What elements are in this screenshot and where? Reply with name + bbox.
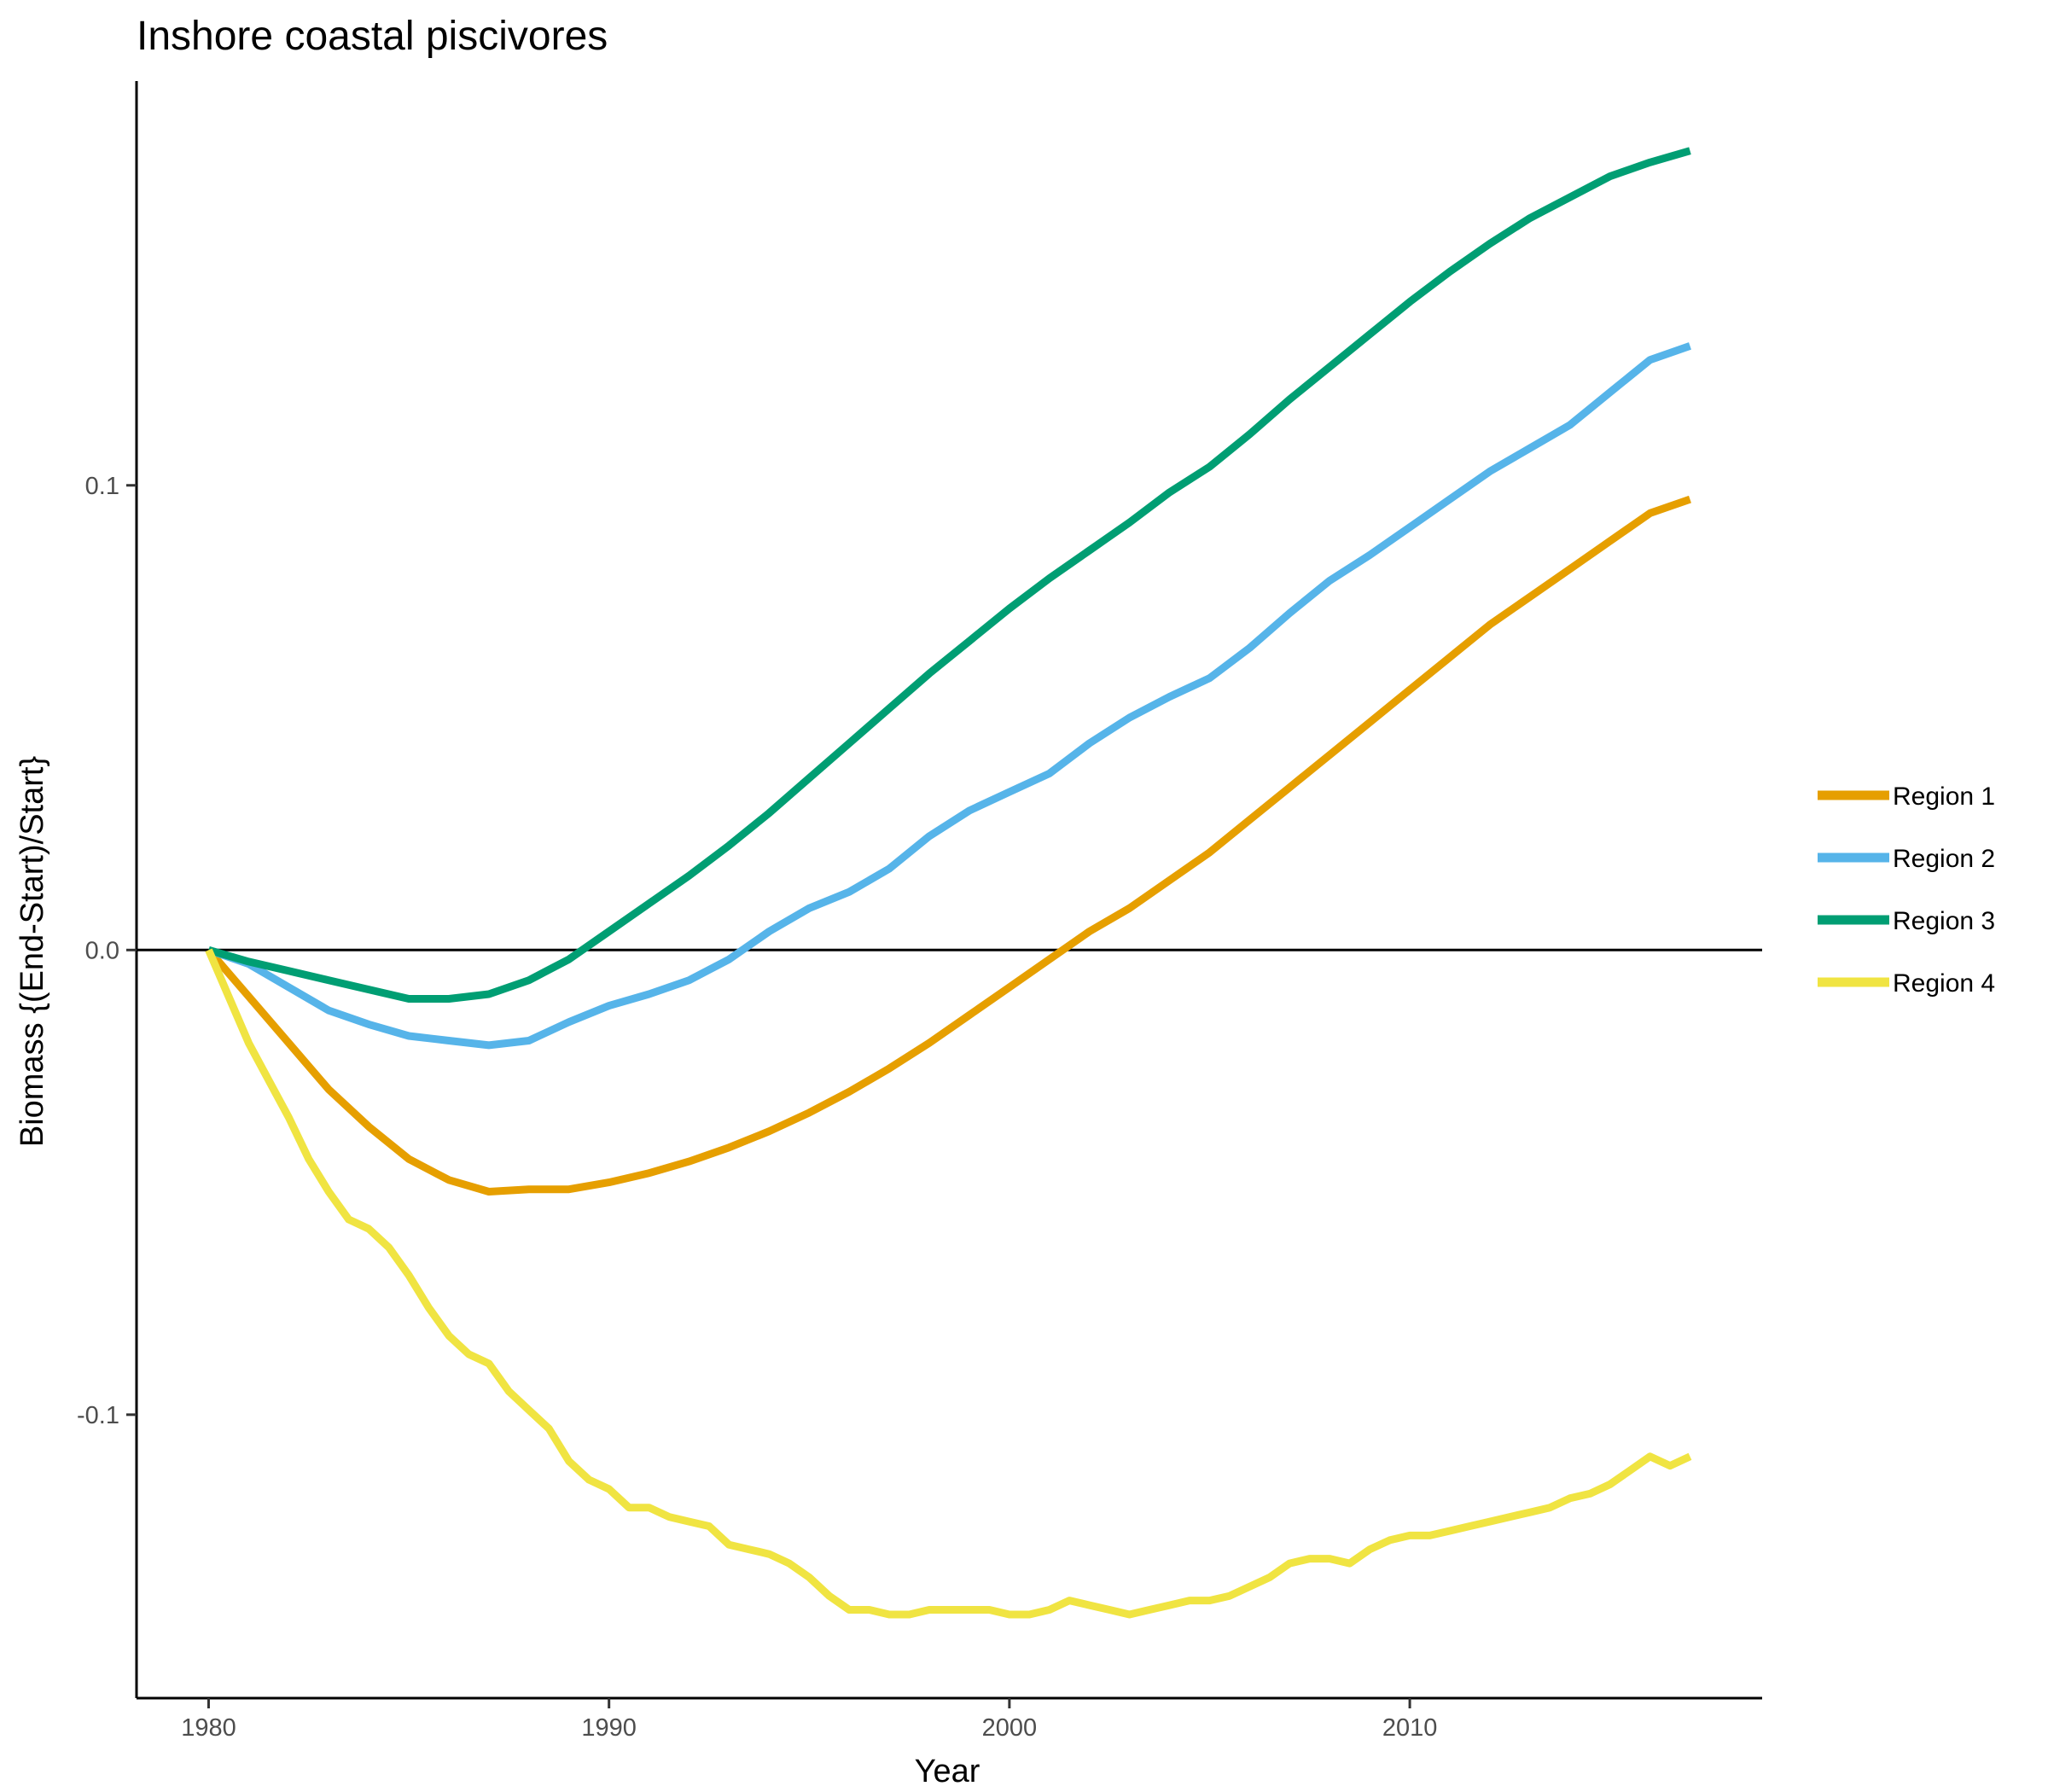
y-tick-label: 0.0	[85, 937, 119, 964]
series-line-region-2	[207, 342, 1691, 1050]
y-tick-label: 0.1	[85, 473, 119, 500]
x-tick-label: 1990	[581, 1714, 637, 1742]
chart-title: Inshore coastal piscivores	[137, 14, 608, 59]
legend-label: Region 1	[1893, 783, 1995, 811]
legend-label: Region 2	[1893, 845, 1995, 873]
series-line-region-1	[206, 495, 1691, 1196]
legend: Region 1 Region 2 Region 3 Region 4	[1818, 783, 1995, 998]
series-line-region-3	[207, 147, 1691, 1003]
y-tick-label: -0.1	[77, 1402, 119, 1429]
x-axis-title: Year	[915, 1754, 980, 1789]
x-tick-label: 1980	[181, 1714, 236, 1742]
x-tick-label: 2010	[1382, 1714, 1438, 1742]
series-line-region-4	[205, 948, 1692, 1619]
series-lines	[205, 147, 1692, 1619]
legend-label: Region 4	[1893, 969, 1995, 998]
legend-label: Region 3	[1893, 907, 1995, 935]
x-tick-label: 2000	[982, 1714, 1038, 1742]
y-axis-title: Biomass {(End-Start)/Start}	[15, 756, 50, 1147]
axes: 1980 1990 2000 2010 -0.1 0.0 0.1	[77, 81, 1762, 1742]
